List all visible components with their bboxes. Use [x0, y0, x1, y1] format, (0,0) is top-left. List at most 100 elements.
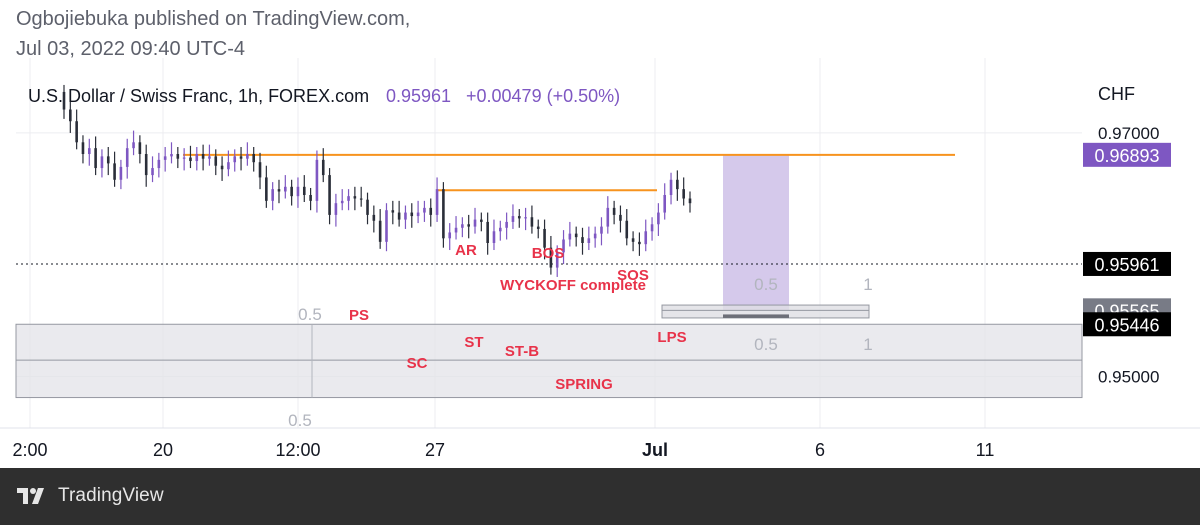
horizontal-lines: [16, 153, 1082, 265]
candle: [359, 186, 363, 207]
candle: [246, 142, 249, 166]
candle-body: [132, 142, 135, 149]
candle: [511, 204, 515, 229]
candle: [524, 207, 527, 231]
candle-body: [650, 224, 654, 232]
candle-body: [151, 168, 154, 176]
candle-body: [170, 154, 173, 157]
candle-body: [416, 212, 420, 217]
candle: [378, 209, 382, 249]
annotation-sc: SC: [407, 355, 428, 372]
candle-body: [246, 154, 249, 159]
fib-level-label: 1: [863, 275, 872, 294]
time-tick-label: 6: [815, 440, 825, 460]
candle-body: [284, 186, 287, 192]
candle-body: [214, 156, 218, 166]
candle-body: [87, 148, 91, 155]
candle-body: [461, 224, 464, 228]
candle: [562, 230, 565, 265]
candle: [208, 144, 211, 166]
candle-body: [593, 233, 597, 239]
fib-level-label: 1: [863, 335, 872, 354]
candle-body: [75, 121, 78, 143]
candle: [119, 159, 123, 190]
time-axis[interactable]: 2:00 20 12:00 27 Jul 6 11: [12, 440, 994, 460]
candle-body: [208, 156, 211, 159]
candle-body: [328, 175, 331, 215]
candle: [676, 170, 679, 201]
candle-body: [113, 163, 116, 180]
candle-body: [385, 210, 388, 242]
candle: [587, 226, 591, 251]
annotation-spring: SPRING: [555, 376, 613, 393]
candle-body: [543, 228, 546, 248]
candle: [347, 189, 350, 211]
candle: [435, 177, 439, 222]
candle: [492, 219, 496, 251]
candle-body: [334, 203, 338, 215]
annotation-lps: LPS: [657, 329, 686, 346]
candle-body: [366, 199, 369, 215]
candle-body: [492, 231, 496, 243]
candle: [75, 109, 78, 150]
candle-body: [372, 214, 376, 221]
candle-body: [517, 216, 521, 219]
candle: [157, 152, 161, 178]
candle: [600, 217, 603, 246]
candle: [334, 193, 338, 227]
candle: [353, 186, 357, 211]
candle-body: [302, 186, 306, 195]
price-tag-background: [1083, 312, 1171, 337]
symbol-last-price: 0.95961: [386, 86, 451, 106]
candle: [593, 226, 597, 248]
candle-body: [600, 226, 603, 234]
candle: [416, 200, 420, 224]
candle: [227, 150, 230, 177]
candle-body: [568, 233, 572, 240]
tradingview-brand[interactable]: TradingView: [16, 485, 164, 507]
price-chart[interactable]: 0.5 0.5 0.5 1 0.5 1 AR BOS SOS WYCKOFF complete P…: [0, 58, 1200, 468]
candle: [461, 217, 464, 238]
candle-body: [378, 220, 382, 242]
candle-body: [277, 189, 281, 192]
candle-body: [638, 241, 641, 245]
candle: [486, 212, 489, 255]
candle: [517, 209, 521, 228]
candle-body: [574, 233, 578, 238]
candle: [81, 135, 85, 164]
candle: [214, 149, 218, 176]
candle-body: [201, 154, 205, 159]
candle: [321, 148, 325, 183]
candle: [315, 150, 319, 213]
candle-body: [663, 194, 667, 213]
candle-body: [467, 224, 470, 227]
candle: [201, 144, 205, 171]
price-axis[interactable]: CHF 0.950000.970000.968930.959610.955650…: [1083, 84, 1171, 386]
candle: [258, 152, 262, 190]
candle-body: [454, 227, 458, 233]
candles: [62, 84, 692, 277]
candle-body: [562, 239, 565, 253]
candle-body: [511, 216, 515, 222]
candle-body: [404, 212, 407, 220]
footer-bar: TradingView: [0, 468, 1200, 525]
candle-body: [125, 148, 129, 167]
candle: [397, 200, 401, 227]
candle: [619, 205, 622, 233]
candle: [189, 145, 192, 169]
candle: [568, 221, 572, 247]
candle-body: [657, 212, 660, 225]
target-zone-base: [723, 314, 789, 318]
candle: [284, 175, 287, 199]
candle-body: [271, 189, 274, 201]
candle: [151, 156, 154, 183]
candle: [499, 220, 502, 241]
brand-name: TradingView: [58, 485, 164, 506]
candle: [543, 219, 546, 260]
candle-body: [397, 212, 401, 220]
candle: [277, 179, 281, 204]
time-tick-label: 20: [153, 440, 173, 460]
candle: [385, 203, 388, 252]
